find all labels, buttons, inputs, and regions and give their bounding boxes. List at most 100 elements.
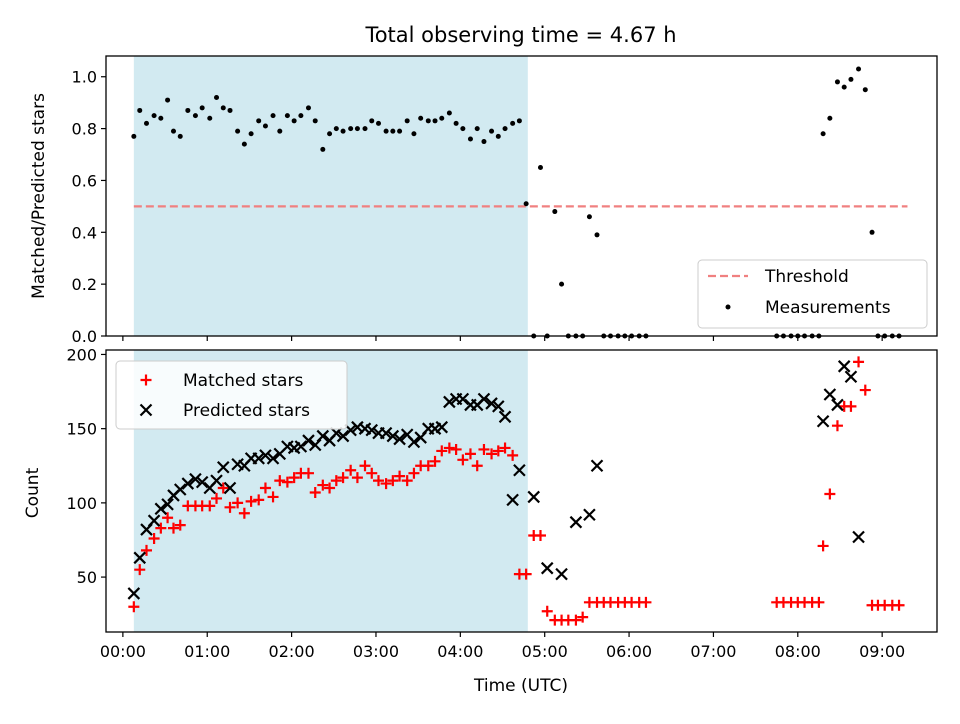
measurement-point — [192, 113, 198, 119]
bottom-legend-box — [115, 360, 348, 430]
matched-star-marker — [211, 492, 223, 504]
top-y-tick-label: 0.2 — [72, 275, 97, 294]
matched-star-marker — [259, 482, 271, 494]
matched-star-marker — [281, 476, 293, 488]
legend-threshold-label: Threshold — [764, 267, 849, 287]
matched-star-marker — [893, 599, 905, 611]
measurement-point — [248, 131, 254, 137]
predicted-star-marker — [266, 452, 280, 465]
bottom-y-tick-label: 150 — [66, 420, 97, 439]
predicted-star-marker — [365, 423, 379, 437]
measurement-point — [594, 232, 600, 238]
matched-star-marker — [267, 491, 279, 503]
matched-star-marker — [436, 445, 448, 457]
measurement-point — [262, 123, 268, 129]
matched-star-marker — [351, 472, 363, 484]
measurement-point — [199, 105, 205, 111]
top-y-tick-label: 0.8 — [72, 120, 97, 139]
matched-star-marker — [224, 501, 236, 513]
x-tick-label: 01:00 — [184, 642, 230, 661]
matched-star-marker — [859, 384, 871, 396]
predicted-star-marker — [223, 481, 237, 495]
measurement-point — [369, 118, 375, 124]
count-points — [127, 356, 905, 626]
predicted-star-marker — [506, 493, 519, 507]
matched-star-marker — [253, 494, 265, 506]
bottom-plot-frame — [105, 349, 938, 633]
measurement-point — [131, 133, 137, 139]
predicted-star-marker — [456, 392, 470, 406]
matched-star-marker — [288, 472, 300, 484]
predicted-star-marker — [590, 459, 604, 473]
measurement-point — [537, 164, 543, 170]
measurement-point — [298, 113, 304, 119]
measurement-point — [481, 139, 487, 145]
measurement-point — [241, 141, 247, 147]
top-legend-box — [697, 259, 928, 329]
measurement-point — [834, 79, 840, 85]
predicted-star-marker — [435, 420, 449, 434]
predicted-star-marker — [852, 530, 865, 544]
predicted-star-marker — [173, 483, 187, 496]
measurement-point — [869, 229, 875, 235]
legend-matched-label: Matched stars — [183, 371, 303, 391]
matched-star-marker — [204, 500, 216, 512]
matched-star-marker — [640, 596, 652, 608]
measurement-point — [552, 209, 558, 215]
matched-star-marker — [134, 564, 146, 576]
measurement-point — [333, 126, 339, 132]
predicted-star-marker — [407, 435, 421, 449]
predicted-star-marker — [216, 460, 230, 474]
matched-star-marker — [422, 460, 434, 472]
measurement-point — [207, 115, 213, 121]
matched-star-marker — [232, 497, 244, 509]
predicted-star-marker — [513, 463, 526, 477]
predicted-star-marker — [161, 498, 174, 511]
measurement-point — [137, 107, 143, 113]
x-axis-label: Time (UTC) — [473, 676, 568, 696]
measurement-point — [460, 126, 466, 132]
predicted-star-marker — [477, 392, 491, 406]
predicted-star-marker — [127, 587, 141, 600]
predicted-star-marker — [555, 567, 568, 581]
measurement-point — [559, 281, 565, 287]
measurement-point — [467, 136, 473, 142]
matched-star-marker — [499, 442, 511, 454]
predicted-star-marker — [259, 449, 272, 462]
legend-predicted-label: Predicted stars — [183, 401, 310, 421]
matched-star-marker — [317, 479, 329, 491]
measurement-point — [848, 76, 854, 82]
bottom-panel: 50 100 150 200 00:00 01:00 02:00 03:00 04:00 05:0… — [66, 345, 938, 661]
measurement-point — [841, 84, 847, 90]
bottom-legend: Matched stars Predicted stars — [115, 360, 348, 430]
measurement-point — [820, 131, 826, 137]
matched-star-marker — [359, 460, 371, 472]
bottom-y-tick-label: 100 — [66, 494, 97, 513]
matched-star-marker — [853, 356, 865, 368]
predicted-star-marker — [393, 432, 406, 446]
measurement-point — [446, 110, 452, 116]
bottom-y-tick-label: 200 — [66, 345, 97, 364]
matched-star-marker — [324, 482, 336, 494]
matched-star-marker — [443, 442, 455, 454]
legend-measurements-swatch — [725, 304, 731, 310]
matched-star-marker — [337, 472, 349, 484]
measurement-point — [856, 66, 862, 72]
predicted-star-marker — [154, 502, 168, 516]
measurement-point — [404, 118, 410, 124]
matched-star-marker — [366, 467, 378, 479]
measurement-point — [227, 107, 233, 113]
matched-star-marker — [174, 519, 186, 531]
measurement-point — [143, 120, 149, 126]
matched-star-marker — [217, 482, 229, 494]
bottom-y-tick-label: 50 — [77, 568, 97, 587]
chart-title: Total observing time = 4.67 h — [364, 23, 676, 47]
measurement-point — [177, 133, 183, 139]
measurement-point — [170, 128, 176, 134]
measurement-point — [305, 105, 311, 111]
measurement-point — [411, 131, 417, 137]
predicted-star-marker — [147, 514, 161, 527]
matched-star-marker — [471, 460, 483, 472]
matched-star-marker — [302, 467, 314, 479]
